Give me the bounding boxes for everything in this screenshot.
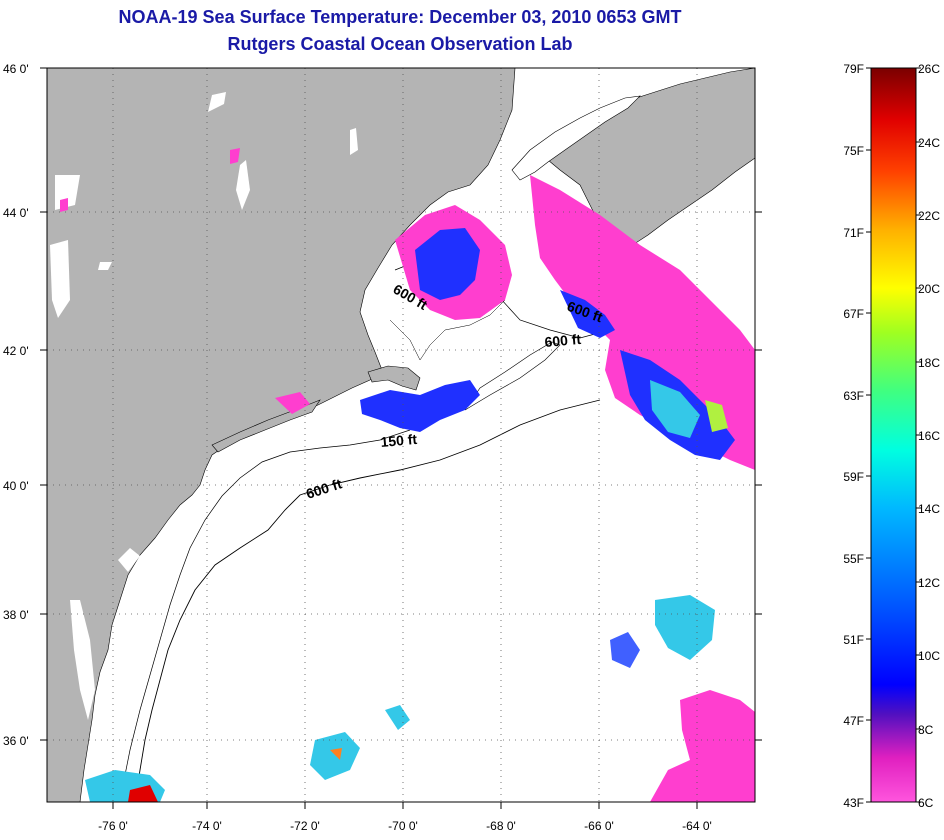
lat-label: 44 0' — [3, 206, 29, 220]
lon-label: -74 0' — [192, 819, 222, 833]
colorbar-c-label: 20C — [918, 282, 940, 296]
colorbar-c-label: 16C — [918, 429, 940, 443]
lake — [50, 240, 70, 318]
colorbar-f-label: 63F — [843, 389, 864, 403]
contour-150ft — [121, 429, 411, 791]
lake — [350, 128, 358, 155]
lon-label: -64 0' — [682, 819, 712, 833]
colorbar-f-label: 47F — [843, 714, 864, 728]
colorbar-c-label: 10C — [918, 649, 940, 663]
colorbar-c-label: 18C — [918, 356, 940, 370]
cape-cod — [367, 365, 421, 391]
chesapeake-bay — [70, 600, 95, 720]
lon-label: -72 0' — [290, 819, 320, 833]
colorbar-c-label: 6C — [918, 796, 934, 810]
lake-champlain — [208, 92, 226, 112]
lake — [236, 160, 250, 210]
lat-label: 38 0' — [3, 608, 29, 622]
warm-water-patches — [85, 380, 728, 802]
lat-label: 42 0' — [3, 344, 29, 358]
contour-label: 150 ft — [380, 431, 418, 450]
bay-of-fundy — [511, 95, 641, 181]
map-frame — [46, 67, 756, 803]
lon-label: -70 0' — [388, 819, 418, 833]
colorbar-c-label: 12C — [918, 576, 940, 590]
map-grid — [47, 68, 755, 802]
colorbar-c-label: 8C — [918, 723, 934, 737]
lake — [98, 262, 112, 270]
lon-label: -66 0' — [584, 819, 614, 833]
colorbar-c-label: 14C — [918, 502, 940, 516]
nova-scotia-land — [539, 68, 755, 249]
colorbar-f-label: 67F — [843, 307, 864, 321]
colorbar-f-label: 51F — [843, 633, 864, 647]
contour-georges-bank — [464, 341, 561, 411]
lon-label: -76 0' — [98, 819, 128, 833]
colorbar-f-label: 43F — [843, 796, 864, 810]
colorbar-f-label: 59F — [843, 470, 864, 484]
colorbar-c-label: 24C — [918, 136, 940, 150]
contour-600ft-southern — [134, 399, 601, 802]
frame-ticks — [40, 67, 762, 809]
lat-label: 36 0' — [3, 734, 29, 748]
delaware-bay — [118, 548, 140, 572]
colorbar-ticks — [866, 67, 921, 803]
chart-title: NOAA-19 Sea Surface Temperature: Decembe… — [118, 7, 682, 27]
colorbar-f-label: 75F — [843, 144, 864, 158]
contour-inner — [389, 299, 506, 361]
lat-label: 40 0' — [3, 479, 29, 493]
colorbar-f-label: 55F — [843, 552, 864, 566]
colorbar-f-label: 71F — [843, 226, 864, 240]
colorbar-c-label: 26C — [918, 62, 940, 76]
lon-label: -68 0' — [486, 819, 516, 833]
colorbar-c-label: 22C — [918, 209, 940, 223]
chart-subtitle: Rutgers Coastal Ocean Observation Lab — [227, 34, 573, 54]
colorbar — [870, 67, 917, 803]
lat-label: 46 0' — [3, 62, 29, 76]
contour-label: 600 ft — [544, 331, 582, 350]
colorbar-f-label: 79F — [843, 62, 864, 76]
